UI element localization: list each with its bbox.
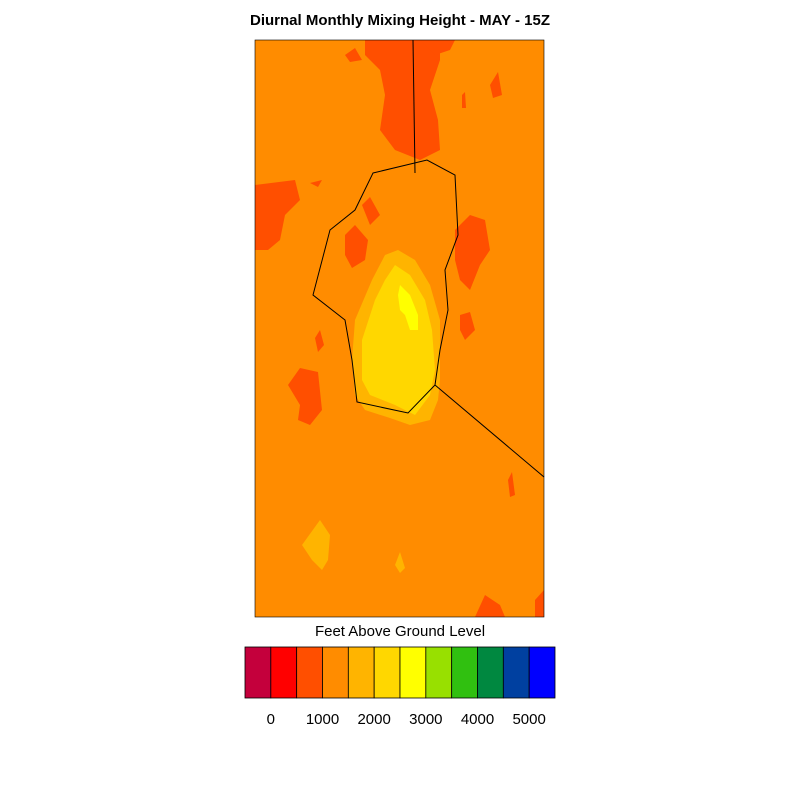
- colorbar-box: [270, 646, 298, 699]
- colorbar-tick-label: 5000: [512, 711, 545, 728]
- title: Diurnal Monthly Mixing Height - MAY - 15…: [250, 12, 550, 29]
- colorbar-box: [322, 646, 349, 699]
- colorbar-tick-label: 0: [267, 711, 275, 728]
- map: [254, 39, 545, 618]
- colorbar-tick-label: 3000: [409, 711, 442, 728]
- colorbar-box: [399, 646, 427, 699]
- colorbar-box: [347, 646, 375, 699]
- colorbar-box: [477, 646, 504, 699]
- colorbar-tick-label: 1000: [306, 711, 339, 728]
- boundaries: [312, 39, 545, 478]
- colorbar: 0 1000 2000 3000 4000 5000: [244, 646, 556, 728]
- colorbar-box: [244, 646, 272, 699]
- colorbar-box: [425, 646, 453, 699]
- colorbar-tick-label: 2000: [357, 711, 390, 728]
- colorbar-box: [373, 646, 401, 699]
- colorbar-box: [502, 646, 530, 699]
- colorbar-label: Feet Above Ground Level: [315, 623, 485, 640]
- contour-high: [302, 250, 440, 573]
- colorbar-box: [451, 646, 478, 699]
- map-frame: [254, 39, 545, 618]
- colorbar-tick-label: 4000: [461, 711, 494, 728]
- colorbar-box: [528, 646, 556, 699]
- contour-low: [255, 40, 544, 617]
- colorbar-box: [296, 646, 323, 699]
